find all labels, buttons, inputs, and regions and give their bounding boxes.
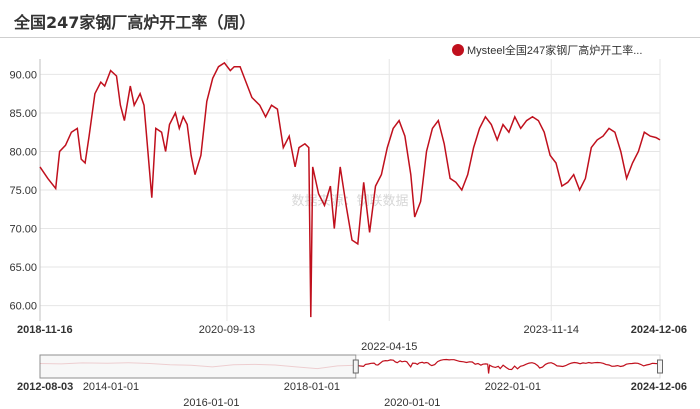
navigator[interactable]: 2012-08-03 2014-01-01 2016-01-01 2018-01-01… (17, 354, 687, 409)
y-tick-label: 75.00 (9, 185, 37, 197)
chart-svg: 60.00 65.00 70.00 75.00 80.00 85.00 90.00 2018… (9, 43, 687, 409)
x-axis-tick-labels: 2018-11-16 2020-09-13 2022-04-15 2023-11-14… (17, 324, 687, 353)
title-bar: 全国247家钢厂高炉开工率（周） (0, 0, 700, 38)
legend[interactable]: Mysteel全国247家钢厂高炉开工率... (452, 43, 642, 57)
navigator-tick-label: 2018-01-01 (284, 381, 340, 393)
y-tick-label: 70.00 (9, 224, 37, 236)
x-tick-label: 2024-12-06 (631, 324, 687, 336)
y-tick-label: 80.00 (9, 146, 37, 158)
x-tick-label: 2022-04-15 (361, 341, 417, 353)
y-tick-label: 90.00 (9, 69, 37, 81)
navigator-tick-label: 2016-01-01 (183, 397, 239, 409)
navigator-tick-labels: 2012-08-03 2014-01-01 2016-01-01 2018-01-01… (17, 381, 687, 409)
y-tick-label: 60.00 (9, 301, 37, 313)
y-axis-tick-labels: 60.00 65.00 70.00 75.00 80.00 85.00 90.00 (9, 69, 37, 312)
legend-marker (452, 44, 464, 56)
y-tick-label: 85.00 (9, 108, 37, 120)
x-tick-label: 2023-11-14 (524, 324, 579, 336)
navigator-tick-label: 2024-12-06 (631, 381, 687, 393)
navigator-tick-label: 2014-01-01 (83, 381, 139, 393)
chart-title: 全国247家钢厂高炉开工率（周） (14, 13, 256, 32)
navigator-selected-line (355, 358, 661, 374)
grid-layer (39, 59, 661, 321)
navigator-unselected-mask (39, 354, 357, 379)
navigator-tick-label: 2012-08-03 (17, 381, 73, 393)
navigator-handle-left[interactable] (352, 359, 359, 374)
navigator-handle-right[interactable] (657, 359, 663, 374)
navigator-tick-label: 2022-01-01 (485, 381, 541, 393)
series-line (39, 61, 661, 318)
x-tick-label: 2018-11-16 (17, 324, 73, 336)
navigator-tick-label: 2020-01-01 (384, 397, 440, 409)
y-tick-label: 65.00 (9, 262, 37, 274)
x-tick-label: 2020-09-13 (199, 324, 255, 336)
legend-label: Mysteel全国247家钢厂高炉开工率... (467, 43, 642, 57)
